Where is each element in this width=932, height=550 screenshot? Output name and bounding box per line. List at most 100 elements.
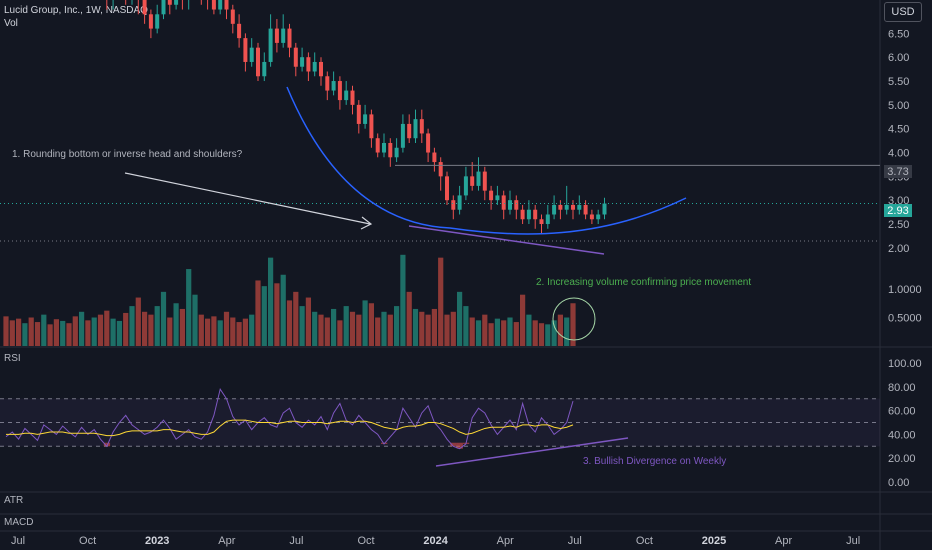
candle — [312, 52, 317, 77]
volume-bar — [205, 318, 211, 346]
candle — [545, 204, 550, 229]
volume-bar — [324, 317, 330, 346]
volume-bar — [356, 314, 362, 346]
candle — [596, 209, 601, 225]
candle — [256, 42, 260, 82]
time-tick-label: Jul — [846, 535, 860, 547]
candle — [388, 138, 393, 167]
volume-bar — [34, 322, 41, 346]
rsi-ma-line — [6, 419, 574, 437]
volume-bar — [116, 320, 122, 346]
candle — [445, 171, 449, 205]
resistance-price-label: 3.73 — [887, 166, 908, 178]
time-axis[interactable]: Jul Oct 2023 Apr Jul Oct 2024 Apr Jul Oct 2025 Apr J… — [11, 535, 860, 547]
volume-bar — [463, 306, 469, 346]
price-tick-label: 4.00 — [888, 148, 909, 160]
candle — [363, 104, 368, 129]
candle — [375, 133, 380, 158]
volume-bar — [482, 314, 488, 346]
volume-bar — [387, 314, 393, 346]
candle — [463, 166, 468, 201]
annotation-volume: 2. Increasing volume confirming price mo… — [536, 277, 751, 288]
volume-bar — [469, 317, 475, 346]
volume-tick-label: 1.0000 — [888, 284, 922, 296]
rsi-band — [0, 398, 880, 447]
rsi-tick-label: 80.00 — [888, 382, 916, 394]
candle — [369, 109, 374, 148]
candle — [207, 0, 209, 10]
candle — [602, 197, 607, 220]
volume-bar — [179, 308, 185, 346]
volume-bar — [331, 308, 337, 346]
time-tick-label: 2023 — [145, 535, 169, 547]
volume-bar — [47, 324, 53, 346]
volume-bar — [343, 306, 349, 346]
volume-bar — [526, 314, 532, 346]
macd-pane-label: MACD — [4, 517, 33, 528]
candle — [438, 157, 443, 191]
candle — [533, 204, 538, 229]
candle — [306, 52, 311, 82]
candle — [589, 209, 594, 225]
price-tick-label: 5.00 — [888, 100, 909, 112]
candle — [451, 195, 456, 220]
candle — [476, 157, 481, 191]
rsi-lines — [5, 387, 574, 450]
candle — [224, 0, 229, 20]
candle — [419, 109, 424, 143]
volume-bar — [337, 320, 343, 346]
volume-bar — [97, 314, 104, 346]
candle — [514, 195, 519, 220]
time-tick-label: Apr — [775, 535, 792, 547]
volume-bar — [425, 314, 431, 346]
candle — [571, 200, 575, 220]
time-tick-label: Apr — [218, 535, 235, 547]
candlesticks — [106, 0, 607, 234]
candle — [137, 0, 139, 15]
candle — [400, 114, 405, 153]
volume-bar — [192, 294, 198, 346]
volume-bar — [570, 303, 576, 346]
volume-bar — [538, 323, 545, 346]
currency-button[interactable]: USD — [884, 2, 922, 22]
candle — [508, 190, 512, 215]
candle — [155, 4, 160, 34]
candle — [211, 0, 216, 15]
volume-bar — [438, 257, 444, 346]
rounding-bottom-curve — [286, 86, 687, 235]
volume-bar — [274, 283, 280, 346]
candle — [274, 19, 279, 53]
volume-bar — [362, 300, 368, 346]
price-axis[interactable]: 6.506.005.505.004.504.003.503.002.502.00 — [888, 28, 909, 254]
candle — [262, 52, 267, 82]
time-tick-label: Jul — [289, 535, 303, 547]
annotation-pattern: 1. Rounding bottom or inverse head and s… — [12, 149, 243, 160]
candle — [131, 0, 133, 5]
volume-bar — [299, 306, 305, 346]
candle — [337, 76, 342, 110]
volume-bar — [551, 320, 557, 346]
volume-bar — [66, 323, 72, 346]
volume-bar — [41, 314, 47, 346]
volume-bar — [154, 306, 160, 346]
volume-bar — [406, 291, 412, 346]
price-tick-label: 4.50 — [888, 124, 909, 136]
time-tick-label: Oct — [79, 535, 96, 547]
rsi-line — [5, 387, 574, 450]
volume-bar — [394, 306, 400, 346]
volume-bar — [72, 316, 78, 346]
volume-bar — [419, 311, 425, 346]
volume-bar — [230, 317, 236, 346]
volume-label: Vol — [4, 18, 18, 29]
volume-bar — [450, 311, 456, 346]
drawings — [0, 86, 880, 467]
volume-bar — [186, 269, 192, 346]
volume-bar — [293, 291, 299, 346]
candle — [539, 214, 544, 234]
volume-bar — [520, 294, 526, 346]
time-tick-label: 2025 — [702, 535, 726, 547]
rsi-oversold-fill — [450, 442, 457, 447]
volume-bar — [532, 320, 538, 346]
price-tick-label: 6.50 — [888, 28, 909, 40]
